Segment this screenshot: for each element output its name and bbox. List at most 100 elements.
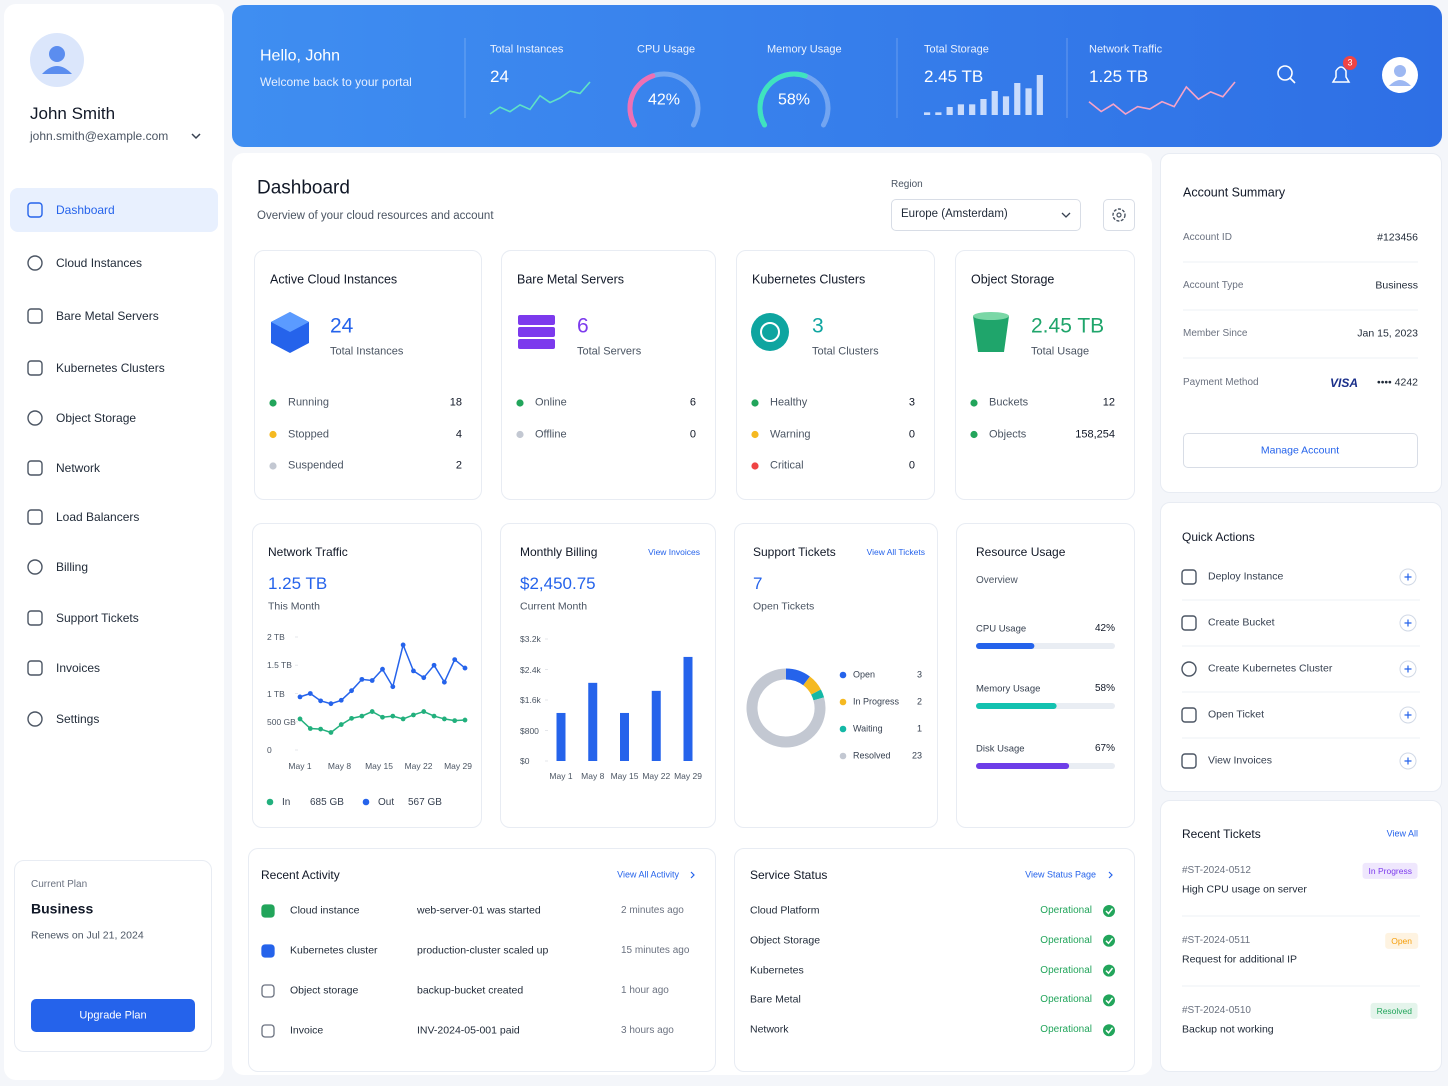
resource-caption: Total Usage <box>1031 345 1090 358</box>
x-tick-label: May 15 <box>610 770 639 781</box>
service-name: Cloud Platform <box>750 904 820 917</box>
legend-value: 23 <box>911 750 922 761</box>
nav-item[interactable]: Object Storage <box>56 410 137 425</box>
status-label: Critical <box>770 459 804 472</box>
card-title: Recent Activity <box>261 867 340 882</box>
usage-label: Disk Usage <box>976 743 1025 755</box>
card-link[interactable]: View All <box>1386 828 1418 839</box>
card-value: 7 <box>753 573 763 593</box>
resource-card <box>254 250 482 500</box>
upgrade-label[interactable]: Upgrade Plan <box>79 1009 147 1022</box>
service-status: Operational <box>1040 1024 1092 1036</box>
card-link[interactable]: View Status Page <box>1025 869 1096 880</box>
region-select[interactable] <box>891 199 1081 231</box>
manage-button[interactable] <box>1183 433 1418 468</box>
nav-item[interactable]: Invoices <box>56 660 101 675</box>
quick-action[interactable]: Deploy Instance <box>1208 570 1284 583</box>
card-title: Quick Actions <box>1182 529 1255 544</box>
status-value: 3 <box>908 396 915 409</box>
resource-card <box>955 250 1135 500</box>
welcome: Welcome back to your portal <box>260 74 412 89</box>
manage-label[interactable]: Manage Account <box>1260 444 1340 457</box>
card-brand: VISA <box>1330 375 1359 390</box>
legend-total: 567 GB <box>408 797 442 808</box>
nav-item[interactable]: Dashboard <box>56 202 115 217</box>
status-value: 0 <box>908 459 915 472</box>
plan-label: Current Plan <box>31 879 88 890</box>
resource-caption: Total Instances <box>330 345 404 358</box>
stat-label: Total Instances <box>490 43 564 56</box>
stat-label: Memory Usage <box>767 43 842 56</box>
account-label: Account Type <box>1183 280 1244 291</box>
activity-type: Invoice <box>290 1024 324 1037</box>
status-label: Suspended <box>288 459 344 472</box>
status-value: 0 <box>689 427 696 440</box>
legend-label: In Progress <box>853 696 900 707</box>
nav-item[interactable]: Kubernetes Clusters <box>56 360 165 375</box>
legend-total: 685 GB <box>310 797 344 808</box>
nav-item[interactable]: Load Balancers <box>56 509 140 524</box>
y-tick-label: $0 <box>520 755 530 766</box>
activity-type: Cloud instance <box>290 904 360 917</box>
stat-value: 24 <box>490 66 509 86</box>
activity-type: Object storage <box>290 984 359 997</box>
nav-item[interactable]: Support Tickets <box>56 610 139 625</box>
activity-time: 3 hours ago <box>621 1025 674 1036</box>
nav-item[interactable]: Billing <box>56 559 89 574</box>
card-link[interactable]: View All Activity <box>617 869 679 880</box>
header <box>232 5 1442 147</box>
y-tick-label: 1 TB <box>267 688 285 699</box>
card-value: $2,450.75 <box>520 573 596 593</box>
activity-card <box>248 848 716 1072</box>
status-value: 6 <box>689 396 696 409</box>
activity-text: production-cluster scaled up <box>417 944 549 957</box>
service-card <box>734 848 1135 1072</box>
ticket-id: #ST-2024-0512 <box>1182 865 1251 876</box>
x-tick-label: May 29 <box>674 770 702 781</box>
y-tick-label: 2 TB <box>267 631 285 642</box>
page-title: Dashboard <box>257 177 350 199</box>
usage-value: 42% <box>1094 623 1115 634</box>
legend-label: Open <box>853 669 876 680</box>
x-tick-label: May 22 <box>642 770 671 781</box>
x-tick-label: May 15 <box>365 760 393 771</box>
x-tick-label: May 8 <box>581 770 605 781</box>
card-caption: Current Month <box>520 600 588 613</box>
status-label: Stopped <box>288 427 329 440</box>
nav-item[interactable]: Cloud Instances <box>56 255 143 270</box>
nav-item[interactable]: Network <box>56 460 101 475</box>
ticket-status: Open <box>1385 932 1418 950</box>
usage-label: Memory Usage <box>976 683 1041 695</box>
resource-value: 2.45 TB <box>1031 314 1105 338</box>
nav-item[interactable]: Settings <box>56 711 100 726</box>
ticket-status: Resolved <box>1370 1002 1418 1020</box>
resource-caption: Total Servers <box>577 345 642 358</box>
quick-action[interactable]: Open Ticket <box>1208 708 1265 721</box>
billing-card <box>500 523 716 828</box>
upgrade-button[interactable] <box>31 999 195 1032</box>
region-label: Region <box>891 179 923 190</box>
status-label: Warning <box>770 427 811 440</box>
y-tick-label: $2.4k <box>520 664 541 675</box>
service-name: Kubernetes <box>750 964 804 977</box>
resource-value: 3 <box>812 314 824 338</box>
quick-action[interactable]: View Invoices <box>1208 754 1273 767</box>
status-label: Running <box>288 396 329 409</box>
stat-label: Total Storage <box>924 43 989 56</box>
y-tick-label: 1.5 TB <box>267 660 292 671</box>
card-title: Account Summary <box>1183 185 1286 200</box>
card-link[interactable]: View All Tickets <box>866 546 925 557</box>
quick-action[interactable]: Create Kubernetes Cluster <box>1208 662 1333 675</box>
resource-value: 24 <box>330 314 354 338</box>
status-label: Buckets <box>989 396 1029 409</box>
x-tick-label: May 1 <box>288 760 312 771</box>
service-status: Operational <box>1040 934 1092 946</box>
nav-item[interactable]: Bare Metal Servers <box>56 308 159 323</box>
service-name: Object Storage <box>750 934 821 947</box>
nav-active <box>10 188 218 232</box>
quick-action[interactable]: Create Bucket <box>1208 616 1275 629</box>
usage-label: CPU Usage <box>976 623 1027 635</box>
service-status: Operational <box>1040 905 1092 916</box>
card-link[interactable]: View Invoices <box>648 546 700 557</box>
region-value[interactable]: Europe (Amsterdam) <box>901 208 1008 221</box>
